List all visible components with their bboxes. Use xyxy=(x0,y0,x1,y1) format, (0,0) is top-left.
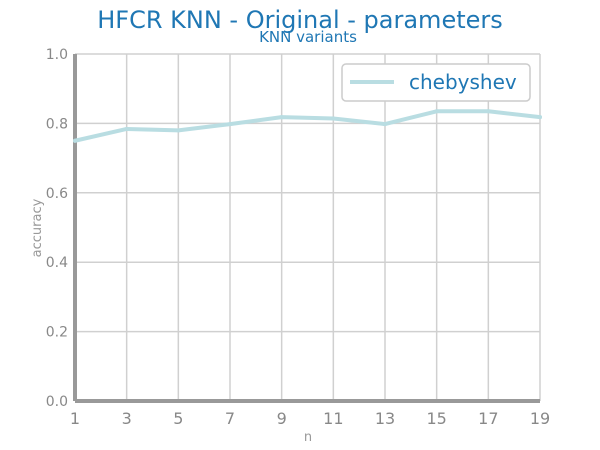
x-tick-label: 19 xyxy=(530,409,550,428)
data-point xyxy=(279,115,284,120)
x-tick-label: 3 xyxy=(122,409,132,428)
chart-title: HFCR KNN - Original - parameters xyxy=(97,6,503,34)
data-point xyxy=(383,122,387,127)
grid xyxy=(74,53,541,402)
data-point xyxy=(228,122,232,127)
x-axis-label: n xyxy=(304,430,312,445)
x-tick-label: 1 xyxy=(70,409,80,428)
x-tick-label: 11 xyxy=(323,409,343,428)
data-point xyxy=(434,109,439,114)
data-point xyxy=(486,109,491,114)
x-tick-label: 5 xyxy=(173,409,183,428)
x-tick-label: 13 xyxy=(375,409,395,428)
y-tick-label: 0.2 xyxy=(46,325,68,341)
tick-labels: 1 3 5 7 9 11 13 15 17 190.00.20.40.60.81.0 xyxy=(46,47,550,428)
x-tick-label: 9 xyxy=(277,409,287,428)
series-group xyxy=(73,109,542,143)
data-point xyxy=(176,128,181,133)
chart-subtitle: KNN variants xyxy=(259,28,357,46)
x-tick-label: 17 xyxy=(478,409,498,428)
data-point xyxy=(73,138,77,143)
y-tick-label: 0.4 xyxy=(46,255,68,271)
axes xyxy=(73,54,540,403)
data-point xyxy=(538,115,542,120)
y-tick-label: 0.8 xyxy=(46,116,68,132)
x-tick-label: 7 xyxy=(225,409,235,428)
legend-box xyxy=(341,63,531,102)
data-point xyxy=(124,126,129,131)
data-point xyxy=(331,116,336,121)
y-tick-label: 0.0 xyxy=(46,394,68,410)
legend-label: chebyshev xyxy=(409,70,517,94)
x-tick-label: 15 xyxy=(426,409,446,428)
series-line-chebyshev xyxy=(73,109,542,143)
y-tick-label: 1.0 xyxy=(46,47,68,63)
y-axis-label: accuracy xyxy=(30,198,45,257)
legend: chebyshev xyxy=(341,63,531,102)
y-tick-label: 0.6 xyxy=(46,186,68,202)
